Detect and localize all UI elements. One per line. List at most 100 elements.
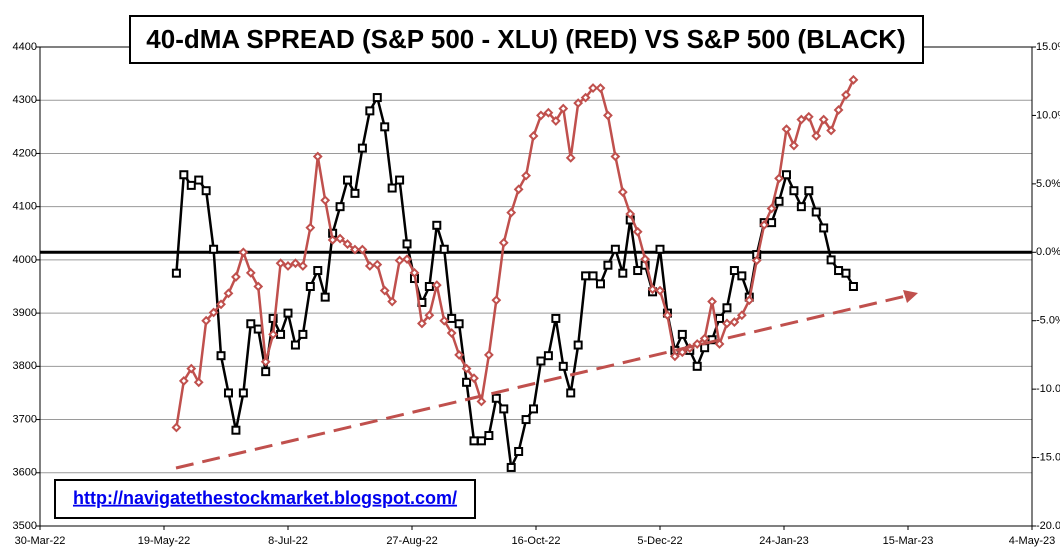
- marker: [804, 186, 814, 196]
- marker: [260, 356, 271, 367]
- y2-tick-label: -15.0%: [1036, 451, 1060, 463]
- y-tick-label: 3600: [13, 467, 37, 479]
- marker: [350, 244, 360, 255]
- marker: [722, 318, 732, 329]
- x-tick-label: 15-Mar-23: [883, 535, 934, 547]
- marker: [297, 261, 308, 271]
- x-tick-label: 16-Oct-22: [512, 535, 561, 547]
- marker: [178, 376, 189, 386]
- marker: [819, 223, 829, 233]
- marker: [826, 125, 837, 136]
- marker: [580, 92, 591, 103]
- marker: [446, 328, 457, 338]
- marker: [231, 272, 241, 282]
- marker: [811, 207, 821, 217]
- marker: [261, 367, 271, 377]
- x-tick-label: 19-May-22: [138, 535, 191, 547]
- marker: [669, 351, 680, 362]
- marker: [283, 308, 293, 318]
- marker: [521, 415, 531, 425]
- marker: [253, 281, 264, 292]
- marker: [380, 122, 390, 132]
- marker: [550, 115, 561, 126]
- marker: [744, 295, 755, 306]
- marker: [521, 170, 531, 181]
- marker: [751, 255, 762, 266]
- marker: [298, 329, 308, 339]
- marker: [276, 329, 286, 339]
- marker: [364, 261, 375, 271]
- marker: [312, 151, 323, 162]
- marker: [305, 282, 315, 291]
- marker: [454, 350, 465, 360]
- marker: [736, 310, 747, 321]
- marker: [514, 446, 524, 456]
- marker: [625, 209, 636, 219]
- marker: [610, 244, 620, 254]
- marker: [848, 282, 858, 291]
- x-tick-label: 27-Aug-22: [386, 535, 437, 547]
- marker: [499, 404, 509, 414]
- marker: [781, 124, 792, 135]
- plot-back: 3500 3600 3700 3800 3900 4000 4100 4200 4300 4400…: [13, 41, 1060, 547]
- url-annotation[interactable]: http://navigatethestockmarket.blogspot.c…: [73, 488, 457, 508]
- marker: [283, 261, 293, 271]
- y2-tick-label: -5.0%: [1036, 315, 1060, 327]
- marker: [715, 313, 725, 323]
- marker: [841, 268, 851, 278]
- marker: [424, 310, 435, 321]
- marker: [342, 239, 353, 249]
- marker: [714, 339, 725, 349]
- marker: [409, 267, 420, 278]
- marker: [729, 317, 740, 327]
- marker: [320, 195, 331, 206]
- marker: [439, 244, 449, 254]
- marker: [305, 222, 316, 233]
- marker: [573, 340, 583, 350]
- marker: [194, 175, 204, 185]
- marker: [543, 107, 554, 118]
- marker: [484, 431, 494, 441]
- marker: [447, 313, 457, 323]
- marker: [395, 175, 405, 185]
- marker: [216, 299, 226, 310]
- marker: [476, 436, 486, 446]
- marker: [618, 268, 628, 278]
- marker: [774, 173, 784, 184]
- marker: [223, 388, 233, 398]
- marker: [223, 288, 234, 299]
- marker: [394, 255, 405, 266]
- marker: [759, 220, 770, 230]
- marker: [803, 111, 814, 122]
- marker: [767, 218, 777, 228]
- marker: [402, 254, 412, 265]
- marker: [617, 187, 628, 197]
- marker: [209, 244, 219, 254]
- marker: [677, 329, 687, 339]
- marker: [573, 98, 584, 109]
- marker: [588, 83, 598, 93]
- marker: [603, 110, 613, 121]
- marker: [268, 329, 279, 340]
- marker: [513, 184, 524, 195]
- marker: [171, 422, 182, 433]
- marker: [201, 186, 211, 196]
- marker: [454, 319, 464, 329]
- chart-title: 40-dMA SPREAD (S&P 500 - XLU) (RED) VS S…: [146, 24, 905, 54]
- marker: [231, 425, 241, 435]
- marker: [238, 247, 249, 258]
- marker: [469, 436, 479, 446]
- marker: [186, 180, 196, 190]
- marker: [588, 271, 598, 281]
- y-tick-label: 3900: [13, 307, 37, 319]
- marker: [179, 170, 189, 180]
- marker: [186, 363, 197, 374]
- marker: [379, 285, 390, 296]
- marker: [528, 131, 539, 141]
- y-tick-label: 4000: [13, 254, 37, 266]
- arrow-head: [903, 290, 918, 303]
- marker: [476, 396, 487, 407]
- x-tick-label: 4-May-23: [1009, 535, 1055, 547]
- marker: [320, 292, 330, 302]
- marker: [655, 244, 665, 254]
